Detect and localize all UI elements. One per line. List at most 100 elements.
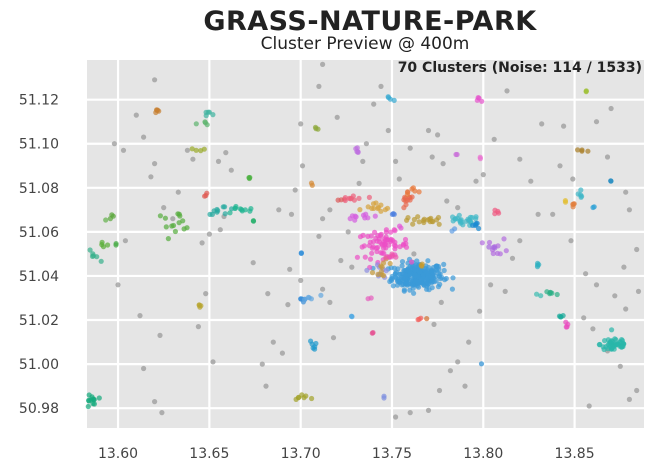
cluster-point — [411, 290, 417, 296]
cluster-point — [416, 189, 422, 195]
cluster-point — [490, 244, 496, 250]
cluster-point — [402, 236, 409, 243]
cluster-point — [385, 94, 391, 100]
noise-point — [455, 205, 461, 211]
cluster-point — [215, 208, 221, 214]
noise-point — [634, 246, 640, 253]
noise-point — [634, 387, 640, 394]
noise-point — [263, 383, 269, 389]
noise-point — [612, 293, 618, 299]
cluster-point — [369, 245, 375, 251]
noise-point — [184, 147, 190, 153]
cluster-point — [412, 272, 418, 278]
cluster-point — [312, 124, 319, 130]
noise-point — [590, 326, 596, 332]
cluster-point — [391, 265, 398, 271]
cluster-point — [418, 262, 424, 268]
cluster-point — [202, 119, 208, 125]
cluster-point — [596, 342, 603, 348]
cluster-point — [383, 229, 389, 235]
cluster-point — [452, 216, 458, 222]
cluster-point — [429, 274, 435, 281]
cluster-point — [391, 97, 397, 103]
cluster-point — [172, 228, 178, 235]
noise-point — [210, 359, 216, 365]
cluster-point — [372, 213, 378, 219]
cluster-point — [170, 222, 177, 229]
cluster-point — [486, 244, 492, 250]
x-tick-label: 13.75 — [372, 446, 412, 462]
cluster-point — [538, 293, 544, 299]
noise-point — [539, 121, 545, 127]
noise-point — [444, 198, 450, 204]
noise-point — [393, 158, 399, 164]
cluster-point — [416, 267, 422, 273]
cluster-point — [100, 244, 107, 250]
cluster-point — [209, 211, 215, 217]
cluster-point — [85, 403, 91, 410]
noise-point — [535, 211, 541, 217]
cluster-point — [110, 213, 116, 219]
cluster-point — [494, 250, 501, 256]
cluster-point — [501, 236, 507, 242]
noise-point — [557, 163, 563, 169]
cluster-point — [227, 210, 233, 216]
noise-point — [435, 132, 441, 138]
cluster-point — [309, 182, 315, 188]
noise-point — [360, 158, 366, 164]
noise-point — [170, 216, 176, 222]
cluster-point — [441, 267, 447, 274]
cluster-point — [578, 187, 584, 193]
y-tick-label: 51.04 — [19, 269, 59, 285]
cluster-point — [338, 197, 344, 203]
cluster-point — [449, 228, 455, 234]
cluster-point — [565, 321, 571, 327]
noise-point — [626, 396, 633, 402]
cluster-point — [415, 279, 421, 285]
cluster-point — [198, 148, 204, 154]
cluster-point — [436, 266, 442, 272]
cluster-point — [399, 263, 405, 269]
cluster-point — [465, 216, 471, 222]
noise-point — [334, 114, 340, 120]
noise-point — [137, 313, 143, 319]
cluster-point — [362, 254, 368, 260]
noise-point — [604, 154, 611, 160]
cluster-point — [204, 190, 210, 196]
cluster-point — [435, 284, 442, 290]
noise-point — [276, 207, 282, 213]
cluster-point — [246, 175, 252, 182]
noise-point — [561, 123, 567, 129]
cluster-point — [554, 291, 560, 298]
cluster-point — [90, 401, 96, 407]
cluster-point — [352, 217, 358, 223]
cluster-point — [193, 147, 199, 153]
cluster-point — [549, 290, 555, 296]
cluster-point — [375, 232, 381, 239]
noise-point — [593, 119, 600, 125]
cluster-point — [366, 194, 372, 200]
noise-point — [593, 282, 600, 288]
cluster-point — [176, 211, 182, 217]
noise-point — [217, 227, 223, 233]
cluster-point — [397, 223, 403, 229]
cluster-point — [98, 258, 104, 264]
cluster-point — [309, 341, 315, 347]
cluster-point — [392, 228, 398, 234]
noise-point — [320, 216, 326, 222]
noise-point — [411, 251, 417, 257]
noise-point — [152, 161, 158, 167]
cluster-point — [409, 186, 415, 192]
cluster-count-annotation: 70 Clusters (Noise: 114 / 1533) — [398, 60, 642, 76]
cluster-point — [388, 229, 394, 235]
cluster-point — [591, 204, 597, 210]
cluster-point — [575, 147, 581, 153]
cluster-point — [401, 288, 407, 294]
cluster-point — [390, 283, 396, 289]
noise-point — [287, 266, 293, 272]
noise-point — [175, 189, 181, 195]
cluster-point — [157, 213, 163, 219]
cluster-point — [296, 394, 302, 400]
noise-point — [223, 150, 229, 156]
cluster-point — [372, 229, 378, 235]
